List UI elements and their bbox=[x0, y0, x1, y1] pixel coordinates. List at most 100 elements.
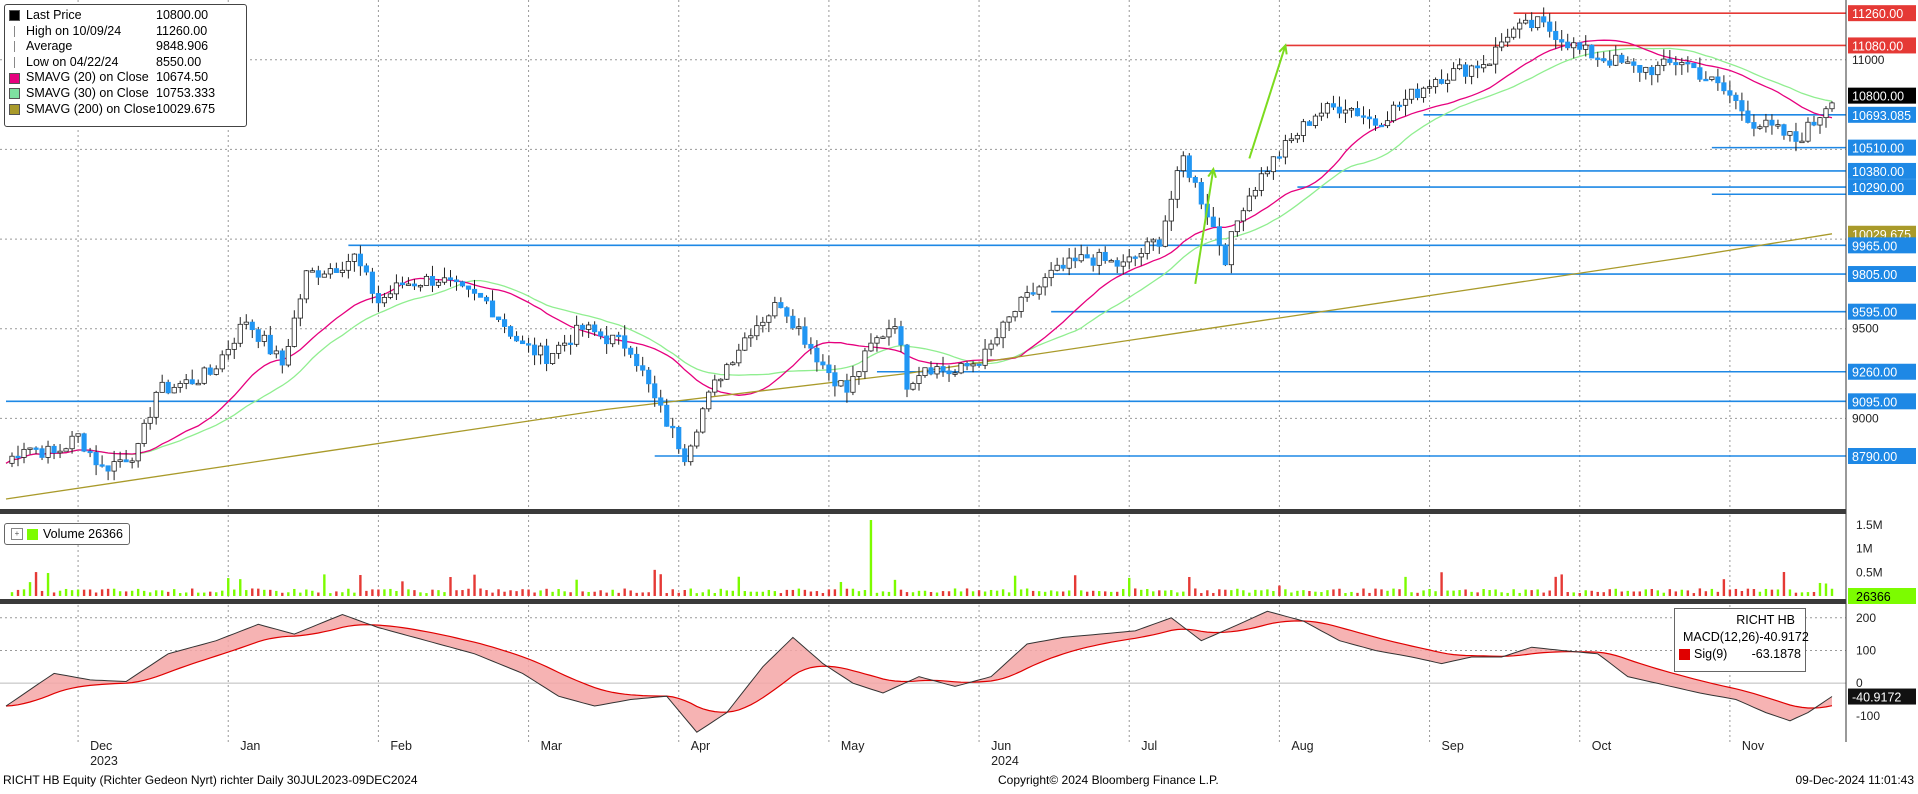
volume-bar bbox=[497, 589, 500, 596]
level-lines bbox=[6, 12, 1846, 457]
volume-bar bbox=[281, 592, 284, 596]
trend-arrow bbox=[1194, 168, 1215, 285]
price-label-text: 10380.00 bbox=[1852, 165, 1904, 179]
volume-bar bbox=[1206, 590, 1209, 596]
volume-bar bbox=[311, 590, 314, 596]
volume-bar bbox=[1548, 590, 1551, 596]
candle-body bbox=[201, 367, 207, 384]
candle-body bbox=[1252, 189, 1258, 197]
volume-bar bbox=[269, 589, 272, 596]
volume-bar bbox=[1626, 590, 1629, 596]
candle-body bbox=[1505, 36, 1511, 43]
volume-bar bbox=[1590, 590, 1593, 596]
candle-body bbox=[1336, 106, 1343, 114]
volume-bar bbox=[761, 591, 765, 596]
candle-body bbox=[513, 335, 520, 342]
candle-body bbox=[838, 380, 844, 387]
price-label-text: 10510.00 bbox=[1852, 142, 1904, 156]
candle-body bbox=[231, 342, 237, 350]
candle-body bbox=[483, 296, 490, 302]
candle-body bbox=[1312, 115, 1319, 126]
volume-bar bbox=[707, 589, 710, 596]
candle-body bbox=[946, 370, 952, 375]
volume-bar bbox=[1073, 575, 1077, 596]
candle-body bbox=[57, 450, 63, 454]
candle-body bbox=[832, 372, 838, 387]
candle-body bbox=[820, 361, 826, 366]
candle-body bbox=[616, 334, 622, 338]
volume-bar bbox=[1230, 590, 1233, 596]
candle-body bbox=[1649, 66, 1655, 76]
candle-body bbox=[1222, 244, 1228, 266]
volume-bar bbox=[1524, 589, 1527, 596]
volume-bar bbox=[197, 592, 200, 596]
volume-bar bbox=[1380, 589, 1383, 596]
candle-body bbox=[1372, 118, 1379, 126]
volume-swatch bbox=[27, 528, 38, 540]
candle-body bbox=[1174, 170, 1180, 200]
candle-body bbox=[1132, 256, 1138, 259]
candle-body bbox=[297, 298, 303, 319]
volume-bar bbox=[1830, 588, 1834, 596]
volume-bar bbox=[1632, 591, 1635, 596]
volume-bar bbox=[1013, 575, 1017, 596]
volume-bar bbox=[539, 590, 542, 596]
candle-body bbox=[1697, 67, 1703, 80]
volume-bar bbox=[1314, 591, 1317, 596]
volume-bar bbox=[106, 588, 110, 596]
candle-body bbox=[255, 329, 261, 342]
candle-body bbox=[1565, 41, 1571, 49]
candle-body bbox=[1318, 112, 1325, 117]
volume-bar bbox=[1128, 577, 1131, 596]
volume-bar bbox=[1386, 590, 1389, 596]
candle-body bbox=[1078, 254, 1084, 262]
average-marker-icon bbox=[9, 41, 20, 53]
volume-bar bbox=[1608, 589, 1611, 596]
volume-bar bbox=[611, 589, 614, 596]
volume-bar bbox=[1710, 588, 1714, 596]
candle-body bbox=[405, 283, 412, 286]
volume-bar bbox=[1536, 589, 1539, 596]
candle-body bbox=[760, 321, 766, 327]
candle-body bbox=[742, 337, 748, 351]
volume-bar bbox=[1476, 592, 1479, 596]
candle-body bbox=[1090, 257, 1096, 266]
volume-bar bbox=[112, 588, 116, 596]
volume-bar bbox=[953, 588, 957, 596]
volume-bar bbox=[359, 575, 362, 596]
candle-body bbox=[1637, 64, 1643, 73]
volume-bar bbox=[1482, 589, 1485, 596]
candle-body bbox=[1613, 54, 1619, 66]
candle-body bbox=[622, 335, 628, 349]
candle-body bbox=[459, 281, 466, 287]
candle-body bbox=[928, 367, 934, 375]
volume-bar bbox=[383, 589, 386, 596]
volume-bar bbox=[1290, 592, 1293, 596]
candle-body bbox=[81, 433, 87, 452]
candle-body bbox=[105, 465, 111, 472]
volume-bar bbox=[917, 590, 921, 596]
expand-icon[interactable]: + bbox=[11, 528, 23, 540]
volume-bar bbox=[653, 569, 656, 596]
volume-bar bbox=[977, 590, 981, 596]
volume-bar bbox=[389, 588, 392, 596]
volume-bar bbox=[1416, 592, 1419, 596]
macd-tick-label: 200 bbox=[1856, 611, 1876, 625]
candle-body bbox=[1210, 216, 1216, 228]
volume-bar bbox=[1440, 572, 1443, 596]
volume-bar bbox=[1284, 589, 1287, 596]
volume-bar bbox=[239, 579, 242, 596]
candle-body bbox=[303, 270, 309, 300]
volume-bar bbox=[1242, 590, 1245, 596]
volume-bar bbox=[803, 589, 807, 596]
volume-bar bbox=[1049, 590, 1053, 596]
candle-body bbox=[1733, 94, 1739, 101]
macd-row: MACD(12,26) -40.9172 bbox=[1679, 629, 1809, 646]
volume-bar bbox=[1043, 591, 1047, 596]
candle-body bbox=[1240, 210, 1246, 222]
candle-body bbox=[1420, 87, 1427, 98]
volume-bar bbox=[154, 590, 158, 596]
candle-body bbox=[1805, 121, 1811, 142]
candle-body bbox=[375, 293, 381, 304]
